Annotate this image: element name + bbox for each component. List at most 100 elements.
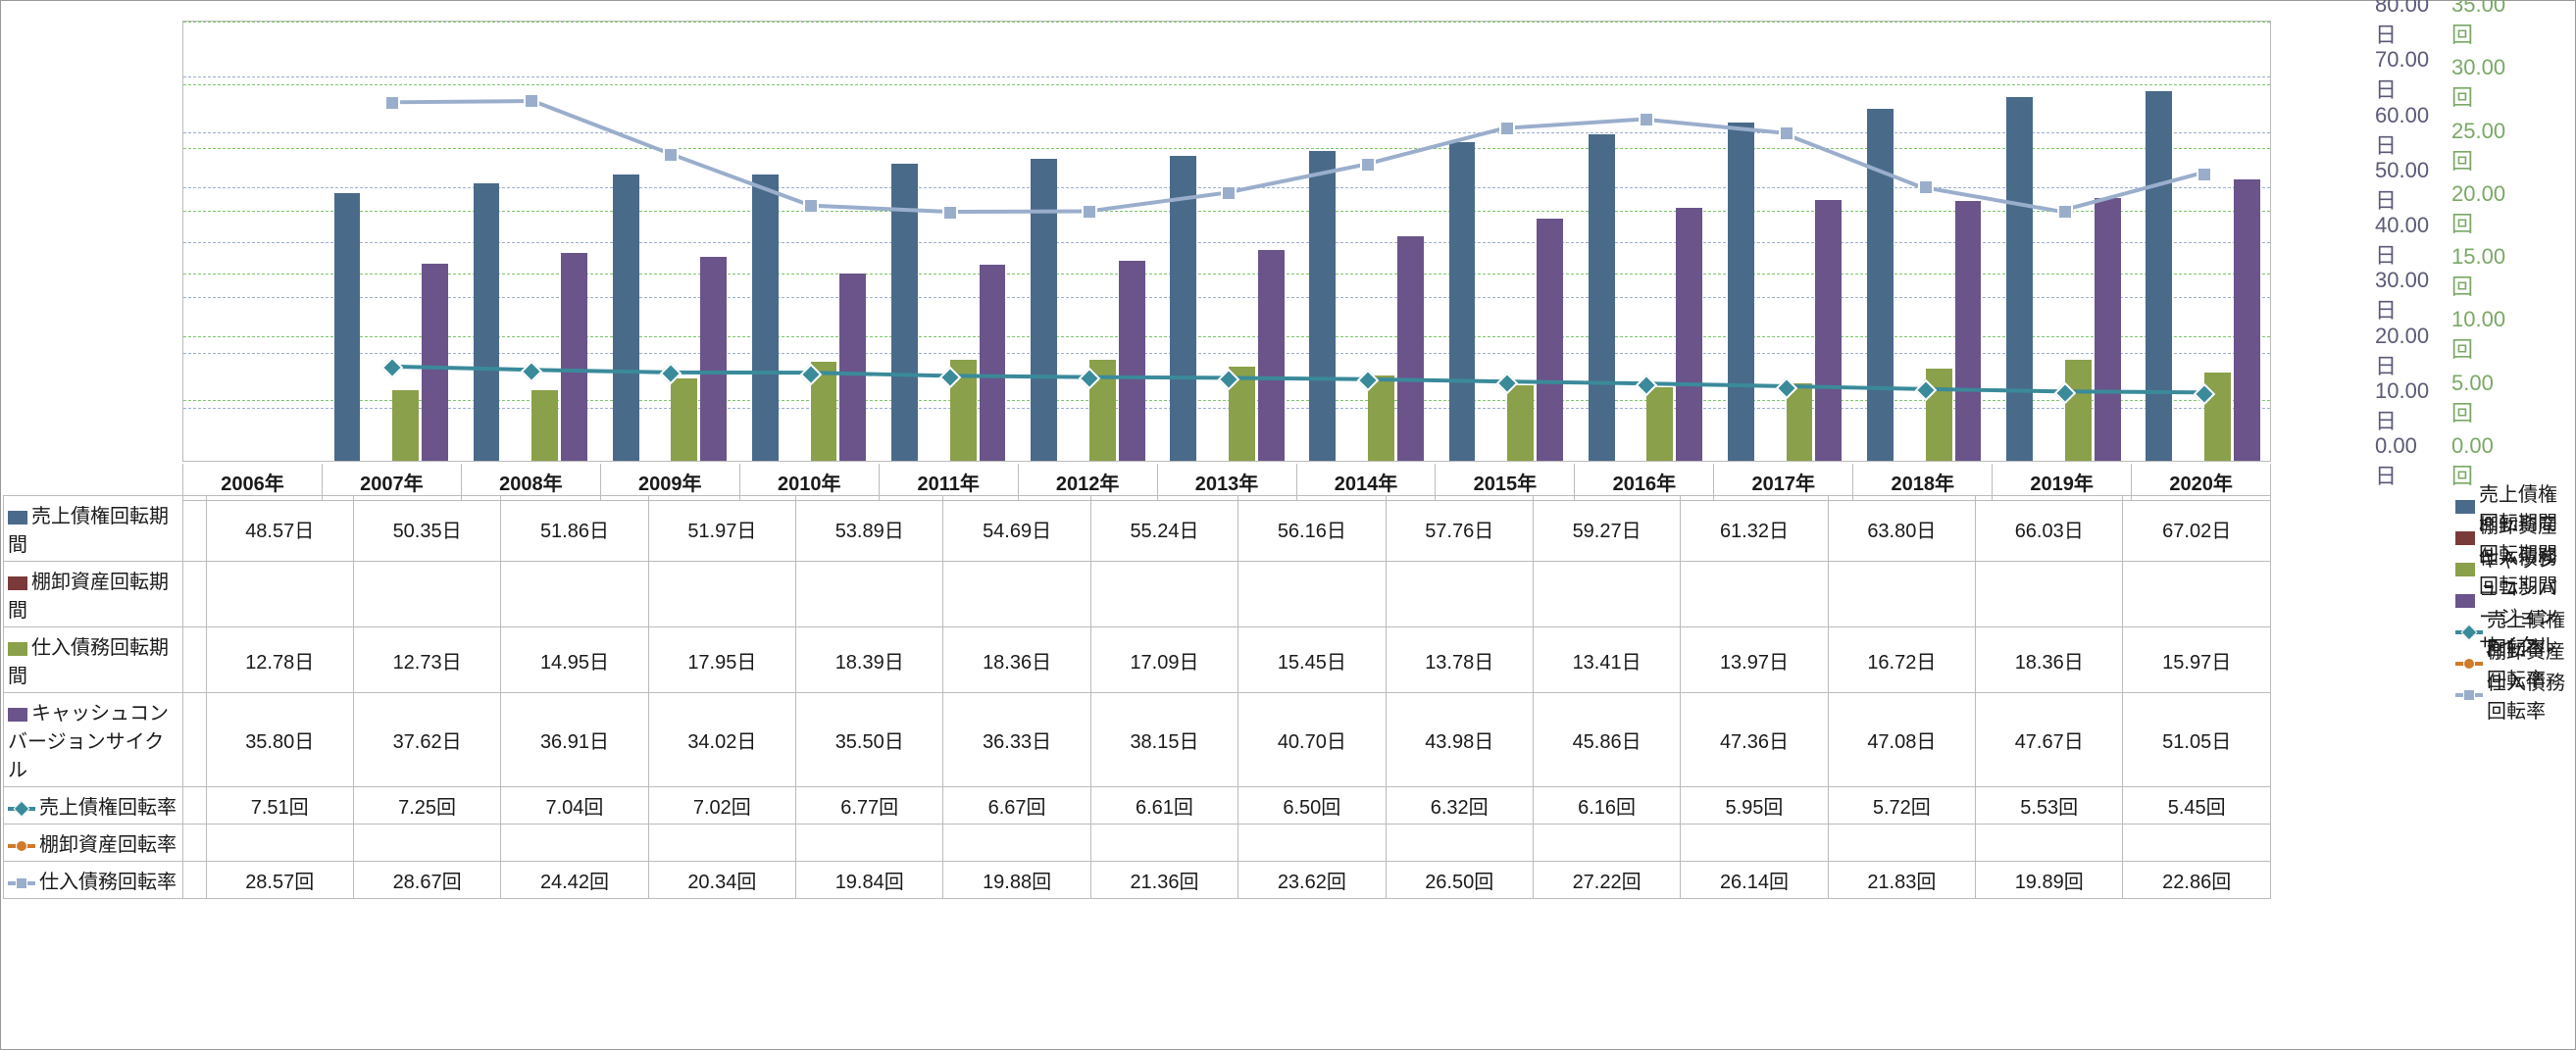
table-cell <box>183 496 207 562</box>
table-cell: 7.04回 <box>501 787 648 825</box>
legend-icon-shiire_kikan <box>8 642 27 656</box>
marker-shiire_ritsu <box>1639 112 1654 127</box>
marker-shiire_ritsu <box>1499 121 1515 136</box>
y-left-tick: 40.00日 <box>2375 213 2429 270</box>
marker-uriage_ritsu <box>1357 370 1380 392</box>
table-cell: 47.08日 <box>1828 693 1975 787</box>
table-cell: 5.95回 <box>1681 787 1828 825</box>
table-cell: 66.03日 <box>1976 496 2123 562</box>
table-cell: 6.16回 <box>1533 787 1680 825</box>
table-cell: 14.95日 <box>501 627 648 693</box>
table-cell <box>183 562 207 627</box>
table-cell: 59.27日 <box>1533 496 1680 562</box>
table-row: 仕入債務回転期間12.78日12.73日14.95日17.95日18.39日18… <box>4 627 2271 693</box>
table-cell: 35.80日 <box>206 693 353 787</box>
table-cell: 16.72日 <box>1828 627 1975 693</box>
legend-icon-shiire_kikan <box>2455 563 2475 576</box>
marker-uriage_ritsu <box>938 367 961 389</box>
plot-area <box>182 21 2271 462</box>
table-cell: 19.88回 <box>943 862 1090 899</box>
table-cell: 6.50回 <box>1238 787 1386 825</box>
table-cell: 26.50回 <box>1386 862 1533 899</box>
marker-shiire_ritsu <box>2197 167 2212 182</box>
legend-icon-shiire_ritsu <box>2455 693 2483 697</box>
table-cell <box>206 562 353 627</box>
series-label: 売上債権回転期間 <box>8 506 169 556</box>
table-cell: 5.53回 <box>1976 787 2123 825</box>
table-cell: 63.80日 <box>1828 496 1975 562</box>
marker-uriage_ritsu <box>2194 383 2216 406</box>
table-cell <box>353 562 500 627</box>
table-cell <box>648 825 795 862</box>
table-cell <box>1386 562 1533 627</box>
y-left-tick: 80.00日 <box>2375 0 2429 49</box>
y-left-tick: 20.00日 <box>2375 324 2429 380</box>
table-cell: 28.67回 <box>353 862 500 899</box>
table-cell: 6.67回 <box>943 787 1090 825</box>
table-cell <box>183 693 207 787</box>
table-cell: 54.69日 <box>943 496 1090 562</box>
table-cell: 51.97日 <box>648 496 795 562</box>
table-cell: 5.45回 <box>2123 787 2271 825</box>
table-cell: 67.02日 <box>2123 496 2271 562</box>
marker-shiire_ritsu <box>1918 179 1934 195</box>
table-cell <box>206 825 353 862</box>
table-cell: 43.98日 <box>1386 693 1533 787</box>
marker-shiire_ritsu <box>2057 204 2073 220</box>
table-cell: 6.61回 <box>1090 787 1237 825</box>
table-cell: 36.33日 <box>943 693 1090 787</box>
marker-uriage_ritsu <box>1496 372 1519 394</box>
table-row: キャッシュコンバージョンサイクル35.80日37.62日36.91日34.02日… <box>4 693 2271 787</box>
table-cell <box>501 562 648 627</box>
table-row: 売上債権回転率7.51回7.25回7.04回7.02回6.77回6.67回6.6… <box>4 787 2271 825</box>
table-label-cell: 売上債権回転期間 <box>4 496 183 562</box>
table-cell: 34.02日 <box>648 693 795 787</box>
legend-icon-tanaoroshi_kikan <box>2455 531 2475 545</box>
legend-icon-uriage_kikan <box>2455 500 2475 514</box>
table-cell: 50.35日 <box>353 496 500 562</box>
table-cell: 20.34回 <box>648 862 795 899</box>
legend-icon-tanaoroshi_kikan <box>8 576 27 590</box>
table-cell <box>1090 562 1237 627</box>
table-cell <box>943 562 1090 627</box>
table-cell: 7.02回 <box>648 787 795 825</box>
table-cell <box>1976 562 2123 627</box>
y-right-tick: 25.00回 <box>2451 119 2505 175</box>
marker-uriage_ritsu <box>381 357 404 379</box>
table-label-cell: 棚卸資産回転率 <box>4 825 183 862</box>
table-cell: 51.86日 <box>501 496 648 562</box>
table-cell <box>1090 825 1237 862</box>
y-left-tick: 50.00日 <box>2375 158 2429 215</box>
table-cell <box>648 562 795 627</box>
table-cell: 12.78日 <box>206 627 353 693</box>
table-cell <box>1238 825 1386 862</box>
table-cell <box>501 825 648 862</box>
table-label-cell: キャッシュコンバージョンサイクル <box>4 693 183 787</box>
table-row: 棚卸資産回転率 <box>4 825 2271 862</box>
table-cell: 6.77回 <box>796 787 943 825</box>
table-cell: 38.15日 <box>1090 693 1237 787</box>
table-cell <box>2123 825 2271 862</box>
marker-shiire_ritsu <box>1360 157 1376 173</box>
table-cell <box>183 862 207 899</box>
marker-uriage_ritsu <box>2053 382 2076 405</box>
y-left-tick: 10.00日 <box>2375 378 2429 435</box>
table-cell: 56.16日 <box>1238 496 1386 562</box>
table-cell: 13.78日 <box>1386 627 1533 693</box>
table-cell: 5.72回 <box>1828 787 1975 825</box>
table-cell: 13.41日 <box>1533 627 1680 693</box>
table-cell: 17.95日 <box>648 627 795 693</box>
table-cell: 55.24日 <box>1090 496 1237 562</box>
table-cell: 35.50日 <box>796 693 943 787</box>
table-cell <box>1976 825 2123 862</box>
table-cell: 12.73日 <box>353 627 500 693</box>
table-cell <box>1828 825 1975 862</box>
table-cell: 47.36日 <box>1681 693 1828 787</box>
table-cell: 48.57日 <box>206 496 353 562</box>
y-right-tick: 20.00回 <box>2451 181 2505 238</box>
marker-uriage_ritsu <box>1218 369 1240 391</box>
table-cell: 18.36日 <box>943 627 1090 693</box>
table-cell: 40.70日 <box>1238 693 1386 787</box>
legend-icon-uriage_ritsu <box>2455 630 2483 634</box>
series-label: キャッシュコンバージョンサイクル <box>8 703 169 781</box>
